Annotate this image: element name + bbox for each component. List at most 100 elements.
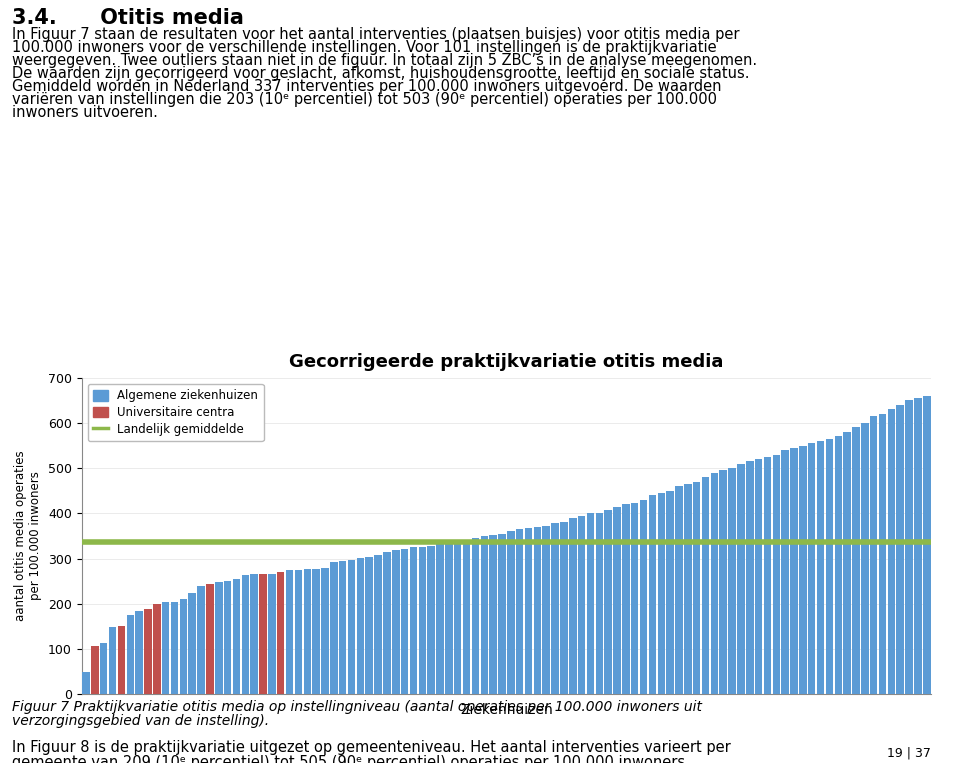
Bar	[905, 401, 913, 694]
Text: verzorgingsgebied van de instelling).: verzorgingsgebied van de instelling).	[12, 714, 269, 728]
Bar	[383, 552, 391, 694]
Bar	[348, 559, 355, 694]
Text: In Figuur 8 is de praktijkvariatie uitgezet op gemeenteniveau. Het aantal interv: In Figuur 8 is de praktijkvariatie uitge…	[12, 740, 731, 755]
Bar	[277, 572, 284, 694]
Bar	[232, 579, 240, 694]
Bar	[534, 527, 541, 694]
Bar	[171, 601, 179, 694]
Bar	[251, 575, 258, 694]
Bar	[118, 626, 125, 694]
Bar	[613, 507, 621, 694]
Bar	[135, 610, 143, 694]
Bar	[180, 600, 187, 694]
Bar	[198, 586, 204, 694]
Text: In Figuur 7 staan de resultaten voor het aantal interventies (plaatsen buisjes) : In Figuur 7 staan de resultaten voor het…	[12, 27, 739, 42]
Bar	[366, 557, 373, 694]
Bar	[755, 459, 762, 694]
Bar	[834, 436, 842, 694]
Bar	[162, 602, 169, 694]
Bar	[844, 432, 851, 694]
Bar	[127, 615, 134, 694]
Bar	[463, 539, 470, 694]
Bar	[719, 471, 727, 694]
Bar	[666, 491, 674, 694]
Bar	[454, 540, 462, 694]
Bar	[419, 547, 426, 694]
Text: variëren van instellingen die 203 (10ᵉ percentiel) tot 503 (90ᵉ percentiel) oper: variëren van instellingen die 203 (10ᵉ p…	[12, 92, 716, 107]
Bar	[481, 536, 488, 694]
Bar	[569, 518, 577, 694]
Bar	[870, 416, 877, 694]
Bar	[392, 549, 399, 694]
Bar	[878, 414, 886, 694]
Text: Figuur 7 Praktijkvariatie otitis media op instellingniveau (aantal operaties per: Figuur 7 Praktijkvariatie otitis media o…	[12, 700, 702, 714]
Bar	[206, 584, 214, 694]
Bar	[303, 568, 311, 694]
Bar	[498, 534, 506, 694]
Bar	[764, 457, 771, 694]
Bar	[826, 439, 833, 694]
Bar	[490, 535, 497, 694]
Bar	[401, 549, 408, 694]
Bar	[595, 513, 603, 694]
Bar	[268, 574, 276, 694]
Bar	[339, 561, 347, 694]
Bar	[374, 555, 382, 694]
Text: 19 | 37: 19 | 37	[887, 746, 931, 759]
Text: gemeente van 209 (10ᵉ percentiel) tot 505 (90ᵉ percentiel) operaties per 100.000: gemeente van 209 (10ᵉ percentiel) tot 50…	[12, 755, 689, 763]
Bar	[91, 646, 99, 694]
Bar	[923, 396, 930, 694]
Bar	[649, 495, 657, 694]
Text: 3.4.      Otitis media: 3.4. Otitis media	[12, 8, 244, 27]
Text: Gemiddeld worden in Nederland 337 interventies per 100.000 inwoners uitgevoerd. : Gemiddeld worden in Nederland 337 interv…	[12, 79, 721, 94]
Bar	[312, 568, 320, 694]
Bar	[322, 568, 328, 694]
Text: 100.000 inwoners voor de verschillende instellingen. Voor 101 instellingen is de: 100.000 inwoners voor de verschillende i…	[12, 40, 716, 55]
Bar	[100, 643, 108, 694]
Bar	[108, 627, 116, 694]
Bar	[639, 500, 647, 694]
Bar	[286, 571, 294, 694]
Bar	[675, 486, 683, 694]
Bar	[561, 523, 567, 694]
Bar	[215, 581, 223, 694]
Bar	[242, 575, 249, 694]
Bar	[330, 562, 338, 694]
Bar	[808, 443, 815, 694]
Bar	[410, 547, 418, 694]
Bar	[445, 542, 452, 694]
Bar	[861, 423, 869, 694]
Bar	[888, 409, 895, 694]
Bar	[436, 544, 444, 694]
Bar	[153, 604, 160, 694]
Bar	[710, 472, 718, 694]
Bar	[516, 530, 523, 694]
Bar	[852, 427, 860, 694]
Bar	[259, 574, 267, 694]
Bar	[799, 446, 806, 694]
Bar	[914, 398, 922, 694]
Bar	[790, 448, 798, 694]
Bar	[356, 559, 364, 694]
Bar	[631, 504, 638, 694]
Bar	[702, 477, 709, 694]
Text: De waarden zijn gecorrigeerd voor geslacht, afkomst, huishoudensgrootte, leeftij: De waarden zijn gecorrigeerd voor geslac…	[12, 66, 749, 81]
Bar	[605, 510, 612, 694]
Bar	[897, 405, 904, 694]
Bar	[781, 450, 789, 694]
Bar	[658, 493, 665, 694]
Bar	[578, 516, 586, 694]
Bar	[525, 528, 532, 694]
Bar	[83, 671, 90, 694]
Text: inwoners uitvoeren.: inwoners uitvoeren.	[12, 105, 157, 120]
X-axis label: Ziekenhuizen: Ziekenhuizen	[460, 703, 553, 716]
Bar	[684, 484, 691, 694]
Bar	[144, 610, 152, 694]
Bar	[587, 513, 594, 694]
Legend: Algemene ziekenhuizen, Universitaire centra, Landelijk gemiddelde: Algemene ziekenhuizen, Universitaire cen…	[87, 384, 264, 442]
Bar	[427, 546, 435, 694]
Bar	[729, 468, 735, 694]
Bar	[471, 538, 479, 694]
Bar	[224, 581, 231, 694]
Bar	[295, 570, 302, 694]
